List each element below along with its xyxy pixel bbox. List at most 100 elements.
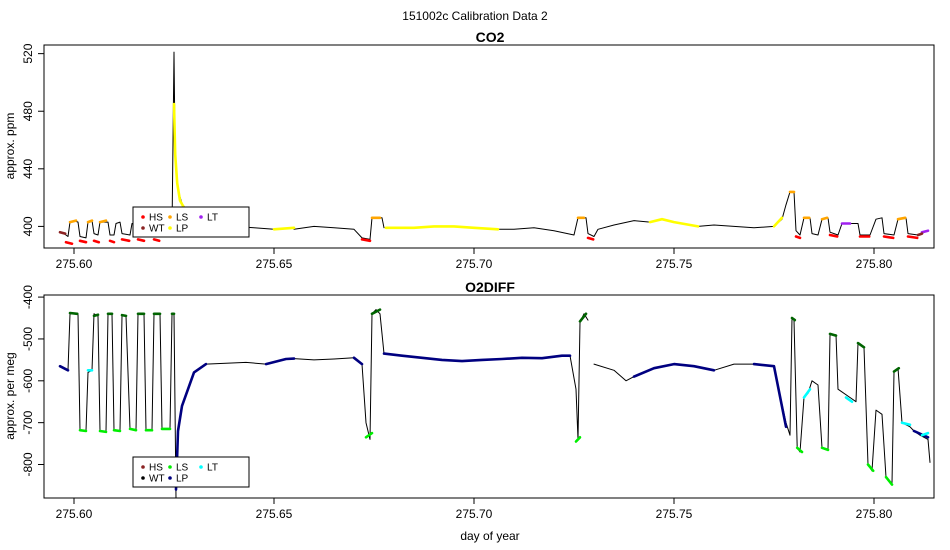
legend-marker-lp — [168, 476, 172, 480]
panel-co2-frame — [43, 44, 935, 249]
panel-o2diff-x-axis: 275.60 275.65 275.70 275.75 275.80 — [56, 498, 893, 521]
legend-label-wt: WT — [149, 224, 165, 235]
legend-label-hs: HS — [149, 213, 163, 224]
x-tick-label: 275.75 — [656, 507, 693, 521]
legend-marker-lt — [199, 465, 203, 469]
o2diff-series-4-trace — [578, 312, 588, 323]
figure-xlabel: day of year — [460, 529, 519, 543]
co2-series-1-trace — [648, 217, 700, 228]
panel-o2diff-series — [58, 308, 931, 499]
y-tick-label: 520 — [21, 43, 35, 63]
y-tick-label: -800 — [21, 452, 35, 476]
o2diff-series-4-trace — [92, 313, 100, 318]
legend-marker-wt — [141, 226, 145, 230]
o2diff-series-2-trace — [866, 463, 875, 473]
o2diff-series-3-trace — [900, 421, 912, 427]
y-tick-label: 400 — [21, 216, 35, 236]
o2diff-series-4-trace — [828, 332, 838, 337]
legend-label-ls: LS — [176, 213, 189, 224]
legend-marker-hs — [141, 465, 145, 469]
co2-series-2-trace — [586, 236, 595, 241]
co2-series-2-trace — [360, 238, 372, 243]
legend-label-wt: WT — [149, 474, 165, 485]
o2diff-series-1-trace — [752, 362, 788, 429]
co2-series-3-trace — [820, 216, 829, 221]
o2diff-series-1-trace — [632, 362, 716, 378]
co2-series-0-trace — [173, 51, 275, 230]
o2diff-series-2-trace — [128, 427, 138, 432]
o2diff-series-4-trace — [856, 341, 866, 349]
panel-o2diff-title: O2DIFF — [465, 279, 515, 295]
legend-label-lp: LP — [176, 474, 189, 485]
panel-o2diff-frame — [43, 294, 935, 499]
panel-co2-legend: HS LS LT WT LP — [132, 206, 250, 238]
o2diff-series-4-trace — [790, 316, 797, 322]
y-tick-label: 440 — [21, 158, 35, 178]
y-tick-label: -700 — [21, 410, 35, 434]
o2diff-series-2-trace — [884, 475, 894, 486]
panel-co2-x-axis: 275.60 275.65 275.70 275.75 275.80 — [56, 248, 893, 271]
co2-series-2-trace — [78, 239, 88, 244]
o2diff-series-4-trace — [120, 313, 128, 318]
o2diff-series-2-trace — [574, 436, 582, 443]
co2-series-2-trace — [828, 233, 839, 238]
o2diff-series-0-trace — [593, 363, 635, 382]
co2-series-1-trace — [772, 216, 784, 228]
x-tick-label: 275.70 — [456, 507, 493, 521]
co2-series-1-trace — [172, 102, 192, 214]
legend-box — [132, 456, 250, 488]
figure-title: 151002c Calibration Data 2 — [402, 9, 548, 23]
y-tick-label: 480 — [21, 101, 35, 121]
o2diff-series-3-trace — [920, 431, 930, 437]
legend-marker-hs — [141, 215, 145, 219]
panel-co2-y-axis: 400 440 480 520 — [21, 43, 44, 236]
o2diff-series-2-trace — [112, 428, 122, 433]
x-tick-label: 275.75 — [656, 257, 693, 271]
x-tick-label: 275.65 — [256, 257, 293, 271]
co2-series-0-trace — [697, 191, 929, 236]
co2-series-3-trace — [896, 216, 907, 221]
legend-label-hs: HS — [149, 463, 163, 474]
o2diff-series-4-trace — [892, 366, 901, 373]
co2-series-2-trace — [64, 240, 74, 245]
x-tick-label: 275.60 — [56, 257, 93, 271]
co2-series-2-trace — [882, 235, 895, 240]
legend-marker-ls — [168, 215, 172, 219]
co2-series-3-trace — [98, 219, 108, 224]
panel-o2diff-legend: HS LS LT WT LP — [132, 456, 250, 488]
co2-series-1-trace — [384, 225, 500, 231]
y-tick-label: -500 — [21, 327, 35, 351]
panel-o2diff-ylabel: approx. per meg — [3, 352, 17, 439]
co2-series-2-trace — [794, 235, 802, 240]
co2-series-2-trace — [152, 238, 161, 243]
panel-co2-title: CO2 — [476, 29, 505, 45]
o2diff-series-2-trace — [364, 431, 374, 439]
legend-box — [132, 206, 250, 238]
legend-label-lp: LP — [176, 224, 189, 235]
o2diff-series-1-trace — [912, 429, 930, 439]
o2diff-series-3-trace — [844, 396, 854, 403]
x-tick-label: 275.65 — [256, 507, 293, 521]
o2diff-series-3-trace — [802, 387, 812, 399]
o2diff-series-0-trace — [713, 317, 931, 484]
co2-series-4-trace — [920, 229, 930, 234]
co2-series-5-trace — [58, 230, 67, 235]
o2diff-series-2-trace — [78, 428, 88, 433]
co2-series-5-trace — [916, 232, 924, 237]
o2diff-series-0-trace — [569, 313, 589, 440]
o2diff-series-4-trace — [370, 308, 382, 316]
panel-co2-ylabel: approx. ppm — [3, 113, 17, 180]
o2diff-series-2-trace — [795, 446, 804, 454]
co2-series-0-trace — [497, 217, 651, 237]
legend-marker-wt — [141, 476, 145, 480]
o2diff-series-1-trace — [58, 364, 70, 372]
y-tick-label: -600 — [21, 368, 35, 392]
x-tick-label: 275.70 — [456, 257, 493, 271]
o2diff-series-2-trace — [98, 429, 108, 434]
panel-o2diff: O2DIFF approx. per meg -800-700-600-500-… — [3, 279, 935, 521]
x-tick-label: 275.80 — [856, 257, 893, 271]
o2diff-series-0-trace — [205, 361, 267, 365]
o2diff-series-1-trace — [264, 357, 296, 366]
